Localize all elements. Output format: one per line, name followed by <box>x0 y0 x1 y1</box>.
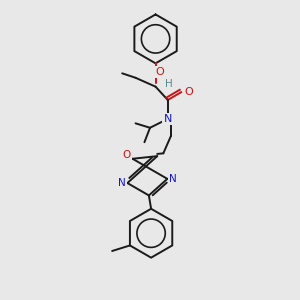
Text: N: N <box>118 178 126 188</box>
Text: N: N <box>169 174 177 184</box>
Text: O: O <box>156 67 164 77</box>
Text: O: O <box>184 87 193 97</box>
Text: H: H <box>165 80 173 89</box>
Text: N: N <box>164 114 172 124</box>
Text: O: O <box>123 150 131 161</box>
